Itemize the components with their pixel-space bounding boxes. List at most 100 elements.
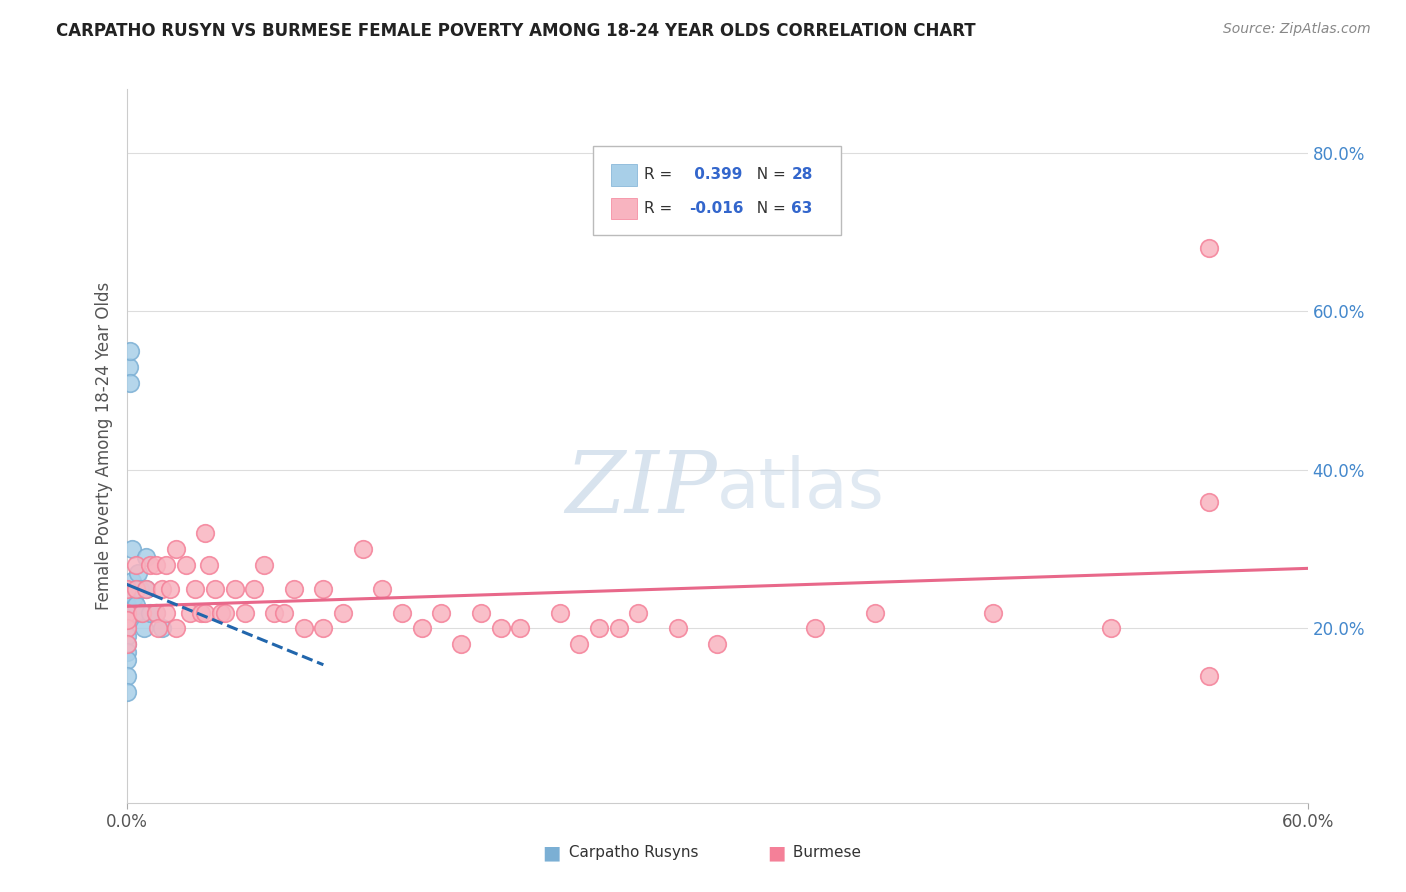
Point <box>127 566 149 580</box>
Point <box>411 621 433 635</box>
Point <box>150 621 173 635</box>
Point <box>159 582 181 596</box>
Point <box>150 582 173 596</box>
Point <box>371 582 394 596</box>
Text: Source: ZipAtlas.com: Source: ZipAtlas.com <box>1223 22 1371 37</box>
Point <box>115 614 138 628</box>
Point <box>627 606 650 620</box>
Point <box>292 621 315 635</box>
Point <box>117 359 139 374</box>
Point <box>198 558 221 572</box>
Point <box>165 621 187 635</box>
Point <box>509 621 531 635</box>
Y-axis label: Female Poverty Among 18-24 Year Olds: Female Poverty Among 18-24 Year Olds <box>94 282 112 610</box>
Point <box>135 582 157 596</box>
Text: atlas: atlas <box>717 455 884 523</box>
Text: CARPATHO RUSYN VS BURMESE FEMALE POVERTY AMONG 18-24 YEAR OLDS CORRELATION CHART: CARPATHO RUSYN VS BURMESE FEMALE POVERTY… <box>56 22 976 40</box>
Point <box>115 685 138 699</box>
Text: R =: R = <box>644 168 676 182</box>
Point <box>706 637 728 651</box>
Point <box>115 598 138 612</box>
Point <box>233 606 256 620</box>
Point <box>588 621 610 635</box>
Point <box>115 629 138 643</box>
Point <box>139 558 162 572</box>
Point <box>981 606 1004 620</box>
Point <box>489 621 512 635</box>
Point <box>804 621 827 635</box>
Text: 63: 63 <box>792 201 813 216</box>
Text: N =: N = <box>747 201 790 216</box>
Point <box>120 343 142 358</box>
Point <box>124 606 146 620</box>
Text: N =: N = <box>747 168 790 182</box>
Point <box>194 606 217 620</box>
Point <box>115 637 138 651</box>
Point <box>115 637 138 651</box>
Point <box>214 606 236 620</box>
Point <box>115 621 138 635</box>
Point <box>1198 241 1220 255</box>
Text: R =: R = <box>644 201 676 216</box>
Point <box>145 606 167 620</box>
Point <box>194 526 217 541</box>
Text: Carpatho Rusyns: Carpatho Rusyns <box>564 846 697 860</box>
Point <box>243 582 266 596</box>
Point <box>125 582 148 596</box>
FancyBboxPatch shape <box>610 164 637 186</box>
Point <box>125 598 148 612</box>
Point <box>1198 669 1220 683</box>
Point <box>115 645 138 659</box>
Point <box>139 606 162 620</box>
Point <box>125 558 148 572</box>
Point <box>1198 494 1220 508</box>
Point <box>190 606 212 620</box>
FancyBboxPatch shape <box>610 198 637 219</box>
Point <box>1099 621 1122 635</box>
Point <box>135 582 157 596</box>
Point <box>548 606 571 620</box>
Point <box>125 582 148 596</box>
Point <box>115 653 138 667</box>
Text: 28: 28 <box>792 168 813 182</box>
Point <box>135 549 157 564</box>
Point <box>129 582 152 596</box>
Point <box>145 558 167 572</box>
Point <box>145 606 167 620</box>
Point <box>131 606 153 620</box>
Point <box>155 606 177 620</box>
Point <box>115 614 138 628</box>
Point <box>115 606 138 620</box>
Point <box>312 621 335 635</box>
Point <box>430 606 453 620</box>
Point <box>115 582 138 596</box>
Text: Burmese: Burmese <box>787 846 860 860</box>
Point <box>470 606 492 620</box>
Point <box>607 621 630 635</box>
Point <box>568 637 591 651</box>
Point <box>146 621 169 635</box>
Point <box>165 542 187 557</box>
Text: -0.016: -0.016 <box>689 201 744 216</box>
Point <box>120 376 142 390</box>
Point <box>209 606 232 620</box>
Point <box>121 542 143 557</box>
Point <box>283 582 305 596</box>
Text: ■: ■ <box>766 843 786 863</box>
Point <box>352 542 374 557</box>
FancyBboxPatch shape <box>593 146 841 235</box>
Point <box>253 558 276 572</box>
Point <box>204 582 226 596</box>
Point <box>131 606 153 620</box>
Point <box>332 606 354 620</box>
Point <box>312 582 335 596</box>
Point <box>666 621 689 635</box>
Point <box>263 606 285 620</box>
Point <box>155 558 177 572</box>
Text: 0.399: 0.399 <box>689 168 742 182</box>
Point <box>179 606 201 620</box>
Point <box>224 582 246 596</box>
Point <box>174 558 197 572</box>
Text: ZIP: ZIP <box>565 448 717 530</box>
Point <box>115 669 138 683</box>
